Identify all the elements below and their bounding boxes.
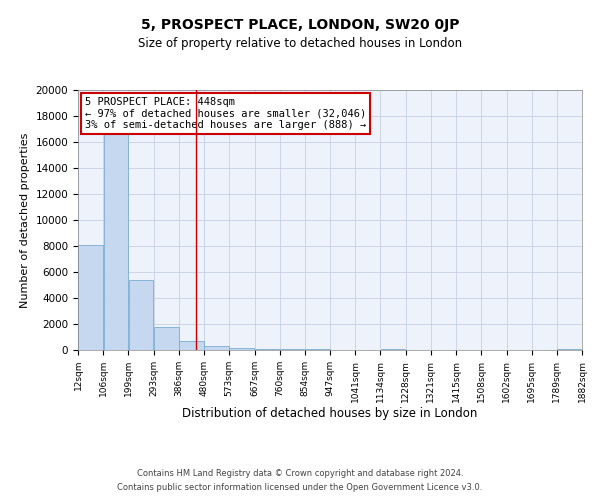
Bar bbox=[229, 348, 254, 350]
Text: Contains HM Land Registry data © Crown copyright and database right 2024.: Contains HM Land Registry data © Crown c… bbox=[137, 468, 463, 477]
Bar bbox=[104, 134, 128, 350]
Text: Contains public sector information licensed under the Open Government Licence v3: Contains public sector information licen… bbox=[118, 484, 482, 492]
Text: 5, PROSPECT PLACE, LONDON, SW20 0JP: 5, PROSPECT PLACE, LONDON, SW20 0JP bbox=[141, 18, 459, 32]
Text: Size of property relative to detached houses in London: Size of property relative to detached ho… bbox=[138, 38, 462, 51]
Bar bbox=[557, 348, 582, 350]
Bar bbox=[280, 348, 305, 350]
Bar bbox=[179, 341, 204, 350]
X-axis label: Distribution of detached houses by size in London: Distribution of detached houses by size … bbox=[182, 408, 478, 420]
Bar bbox=[205, 346, 229, 350]
Text: 5 PROSPECT PLACE: 448sqm
← 97% of detached houses are smaller (32,046)
3% of sem: 5 PROSPECT PLACE: 448sqm ← 97% of detach… bbox=[85, 97, 366, 130]
Y-axis label: Number of detached properties: Number of detached properties bbox=[20, 132, 30, 308]
Bar bbox=[128, 280, 154, 350]
Bar bbox=[78, 244, 103, 350]
Bar bbox=[154, 326, 179, 350]
